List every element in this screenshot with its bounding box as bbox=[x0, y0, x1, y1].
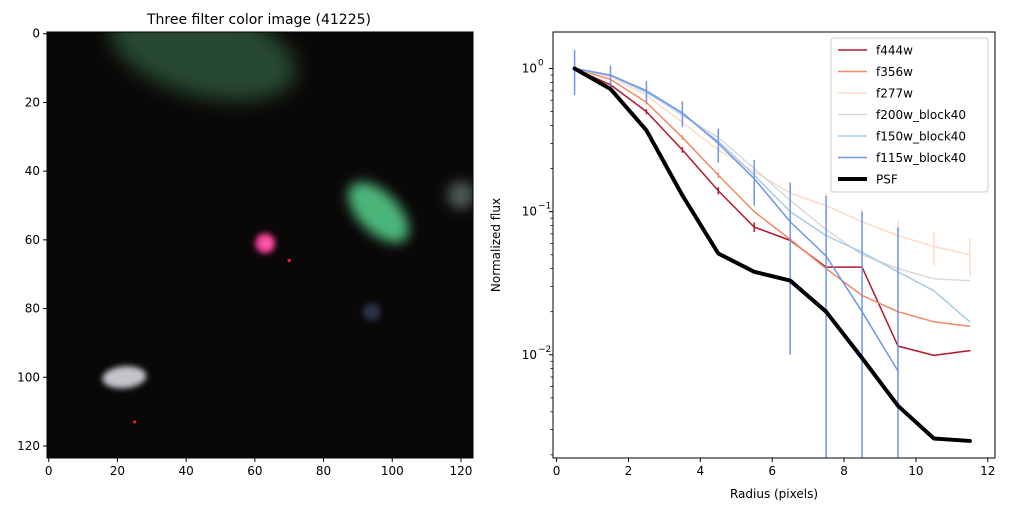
y-axis-label: Normalized flux bbox=[489, 198, 503, 292]
series-f115w_block40 bbox=[573, 49, 899, 458]
image-area bbox=[47, 32, 473, 458]
plot-y-tick-exponent: −1 bbox=[538, 202, 551, 212]
plot-y-tick-label: 10 bbox=[522, 62, 537, 76]
legend-label-f200w_block40: f200w_block40 bbox=[876, 108, 966, 122]
plot-frame bbox=[552, 31, 996, 459]
source-red-dot bbox=[287, 258, 292, 263]
legend-box bbox=[830, 37, 989, 193]
legend-label-f150w_block40: f150w_block40 bbox=[876, 130, 966, 144]
image-x-ticks: 0 20 40 60 80 100 120 bbox=[45, 458, 473, 478]
series-f150w_block40 bbox=[573, 67, 971, 323]
plot-x-tick-label: 0 bbox=[553, 464, 561, 478]
legend-label-PSF: PSF bbox=[876, 173, 898, 187]
image-y-tick-label: 100 bbox=[17, 370, 40, 384]
plot-x-ticks: 0 2 4 6 8 10 12 bbox=[553, 458, 995, 478]
image-x-tick-label: 20 bbox=[110, 464, 125, 478]
image-x-tick-label: 80 bbox=[316, 464, 331, 478]
image-y-tick-label: 80 bbox=[25, 302, 40, 316]
source-green-galaxy bbox=[348, 181, 409, 243]
series-line bbox=[572, 66, 972, 443]
legend-label-f444w: f444w bbox=[876, 44, 913, 58]
plot-x-tick-label: 6 bbox=[768, 464, 776, 478]
x-axis-label: Radius (pixels) bbox=[730, 487, 818, 501]
plot-y-tick-exponent: 0 bbox=[538, 59, 544, 69]
series-line bbox=[573, 67, 899, 372]
image-x-tick-label: 40 bbox=[178, 464, 193, 478]
source-green-halo bbox=[110, 32, 296, 101]
plot-x-tick-label: 4 bbox=[697, 464, 705, 478]
source-blue-blob bbox=[362, 302, 381, 321]
plot-y-tick-label: 10 bbox=[522, 348, 537, 362]
plot-y-tick-label: 10 bbox=[522, 205, 537, 219]
plot-x-tick-label: 10 bbox=[908, 464, 923, 478]
image-title: Three filter color image (41225) bbox=[146, 12, 371, 28]
plot-x-tick-label: 2 bbox=[625, 464, 633, 478]
source-magenta-core bbox=[262, 239, 271, 248]
plot-series bbox=[572, 49, 972, 458]
image-y-tick-label: 120 bbox=[17, 439, 40, 453]
source-gray-blob bbox=[446, 181, 473, 210]
image-sources bbox=[102, 32, 473, 424]
image-x-tick-label: 60 bbox=[247, 464, 262, 478]
image-y-ticks: 0 20 40 60 80 100 120 bbox=[17, 27, 47, 453]
source-white-galaxy bbox=[102, 366, 147, 389]
image-y-tick-label: 40 bbox=[25, 164, 40, 178]
image-y-tick-label: 60 bbox=[25, 233, 40, 247]
legend-label-f356w: f356w bbox=[876, 65, 913, 79]
series-line bbox=[573, 67, 971, 328]
image-x-tick-label: 100 bbox=[381, 464, 404, 478]
plot-x-tick-label: 12 bbox=[980, 464, 995, 478]
image-y-tick-label: 0 bbox=[32, 27, 40, 41]
series-line bbox=[573, 67, 971, 256]
series-line bbox=[573, 67, 971, 357]
legend-label-f277w: f277w bbox=[876, 87, 913, 101]
image-y-tick-label: 20 bbox=[25, 95, 40, 109]
plot-x-tick-label: 8 bbox=[840, 464, 848, 478]
image-x-tick-label: 120 bbox=[450, 464, 473, 478]
image-panel: Three filter color image (41225) 0 20 40 60… bbox=[17, 12, 474, 478]
source-red-dot-2 bbox=[133, 420, 137, 424]
series-PSF bbox=[572, 66, 972, 443]
plot-y-tick-exponent: −2 bbox=[538, 345, 551, 355]
legend: f444w f356w f277w f200w_block40 f150w_block4… bbox=[830, 37, 989, 193]
series-line bbox=[573, 67, 971, 323]
image-x-tick-label: 0 bbox=[45, 464, 53, 478]
legend-label-f115w_block40: f115w_block40 bbox=[876, 151, 966, 165]
image-frame bbox=[46, 31, 474, 459]
